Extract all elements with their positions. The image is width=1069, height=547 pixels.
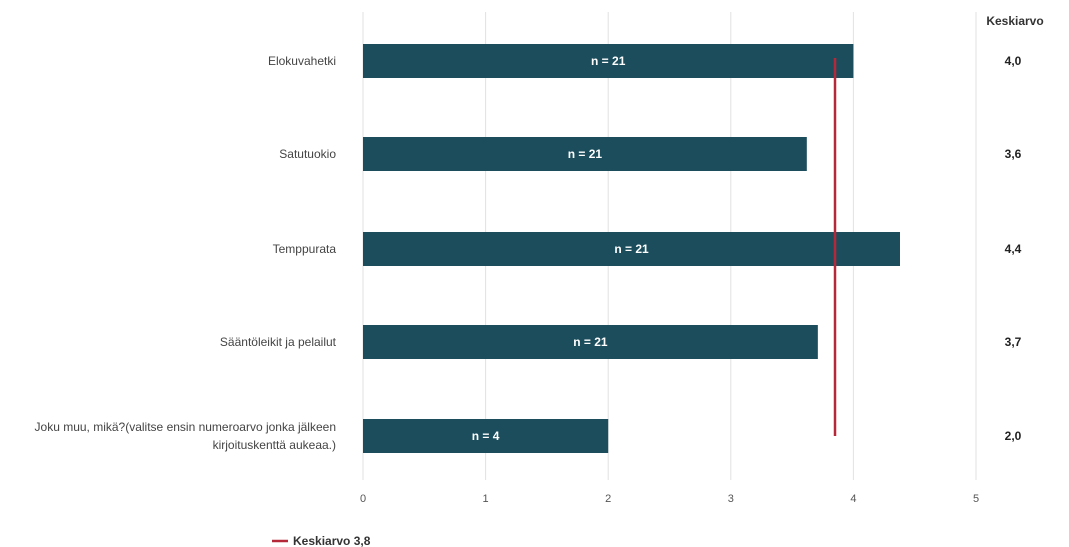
- legend: Keskiarvo 3,8: [272, 534, 371, 547]
- category-label: kirjoituskenttä aukeaa.): [213, 438, 336, 452]
- bar-count-label: n = 21: [568, 147, 603, 161]
- x-tick-label: 2: [605, 493, 611, 505]
- category-labels: Elokuvahetki Satutuokio Temppurata Sääntöle…: [35, 54, 337, 452]
- bar: [363, 232, 900, 266]
- x-tick-label: 3: [728, 493, 734, 505]
- bar-count-labels: n = 21 n = 21 n = 21 n = 21 n = 4: [472, 54, 649, 443]
- category-label: Satutuokio: [279, 147, 336, 161]
- category-label: Elokuvahetki: [268, 54, 336, 68]
- bar-count-label: n = 21: [591, 54, 626, 68]
- x-tick-label: 0: [360, 493, 366, 505]
- legend-label: Keskiarvo 3,8: [293, 534, 371, 547]
- bar-count-label: n = 21: [614, 242, 649, 256]
- mean-value: 2,0: [1005, 429, 1022, 443]
- mean-value: 3,6: [1005, 147, 1022, 161]
- bar: [363, 137, 807, 171]
- mean-column-header: Keskiarvo: [986, 14, 1043, 28]
- bar: [363, 325, 818, 359]
- bar-count-label: n = 4: [472, 429, 500, 443]
- bar: [363, 44, 854, 78]
- bar-count-label: n = 21: [573, 335, 608, 349]
- mean-value: 4,4: [1005, 242, 1022, 256]
- category-label: Joku muu, mikä?(valitse ensin numeroarvo…: [35, 420, 336, 434]
- mean-value: 3,7: [1005, 335, 1022, 349]
- x-tick-label: 4: [850, 493, 856, 505]
- x-tick-label: 1: [483, 493, 489, 505]
- mean-value: 4,0: [1005, 54, 1022, 68]
- mean-values: 4,0 3,6 4,4 3,7 2,0: [1005, 54, 1022, 443]
- bar: [363, 419, 609, 453]
- category-label: Temppurata: [273, 242, 337, 256]
- x-axis-ticks: 0 1 2 3 4 5: [360, 493, 979, 505]
- bars: [363, 44, 900, 453]
- x-tick-label: 5: [973, 493, 979, 505]
- category-label: Sääntöleikit ja pelailut: [220, 335, 337, 349]
